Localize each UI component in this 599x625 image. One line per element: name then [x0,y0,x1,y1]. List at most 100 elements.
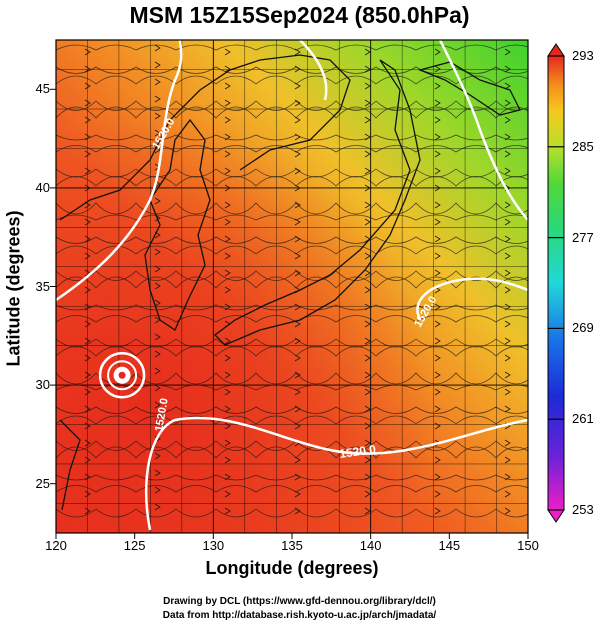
streamline-arrow [504,371,511,379]
x-tick-label: 150 [517,538,539,553]
streamline-arrow [84,422,91,430]
streamline-arrow [154,503,161,511]
y-axis-label: Latitude (degrees) [3,210,24,367]
y-tick-label: 25 [35,475,50,491]
streamline-arrow [154,418,161,426]
streamline-arrow [364,150,371,158]
streamline-arrow [364,167,371,175]
streamline-arrow [224,422,231,430]
streamline-arrow [294,303,301,311]
streamline-arrow [364,490,371,498]
streamline-arrow [84,439,91,447]
x-tick-label: 135 [281,538,303,553]
streamline-arrow [364,439,371,447]
streamline-arrow [434,490,441,498]
streamline-arrow [504,252,511,260]
streamline-arrow [434,252,441,260]
streamline-arrow [154,299,161,307]
streamline-arrow [294,133,301,141]
streamline-arrow [434,269,441,277]
colorbar-max-arrow [547,43,565,57]
y-tick-label: 45 [35,81,50,97]
axis-ticks [50,88,529,539]
streamline-arrow [224,133,231,141]
streamline-arrow [224,286,231,294]
streamline-arrow [224,490,231,498]
streamline-arrow [154,486,161,494]
streamline-arrow [434,201,441,209]
streamline-arrow [364,337,371,345]
streamline-arrow [504,150,511,158]
streamline-arrow [434,303,441,311]
streamline-arrow [84,456,91,464]
streamline-arrow [434,320,441,328]
streamline-arrow [434,82,441,90]
colorbar-min-arrow [547,509,565,523]
streamline-arrow [224,201,231,209]
streamline-arrow [224,269,231,277]
streamline-arrow [294,99,301,107]
x-tick-label: 145 [438,538,461,553]
streamline-arrow [434,99,441,107]
streamline-arrow [224,337,231,345]
streamline-arrow [154,401,161,409]
streamline-arrow [364,133,371,141]
streamline-arrow [224,116,231,124]
y-tick-label: 40 [35,179,50,195]
streamline-arrow [84,507,91,515]
streamline-arrow [154,248,161,256]
streamline-arrow [504,218,511,226]
streamline-arrow [504,116,511,124]
streamline-arrow [154,197,161,205]
streamline-arrow [294,116,301,124]
streamline-arrow [294,473,301,481]
streamline-arrow [224,303,231,311]
streamline-arrow [224,184,231,192]
x-axis-label: Longitude (degrees) [205,558,379,578]
coastline [59,54,521,511]
streamline-arrow [294,218,301,226]
streamline-arrow [84,235,91,243]
colorbar-tick-label: 269 [572,320,594,336]
streamline-arrow [224,388,231,396]
streamline-arrow [294,371,301,379]
streamline-arrow [84,99,91,107]
streamline-arrow [504,456,511,464]
streamline-arrow [84,405,91,413]
streamline-arrow [364,507,371,515]
streamline-arrow [294,65,301,73]
streamline-arrow [224,167,231,175]
streamline-arrow [84,150,91,158]
streamline-arrow [504,133,511,141]
streamline-arrow [504,405,511,413]
streamline-arrow [84,133,91,141]
colorbar [547,43,565,523]
contour-label: 1520.0 [338,442,377,461]
streamline-arrow [294,184,301,192]
streamline-arrow [224,99,231,107]
streamline-arrow [434,184,441,192]
streamline-arrow [364,371,371,379]
streamline-arrow [84,286,91,294]
streamline-arrow [154,78,161,86]
streamline-arrow [224,218,231,226]
streamline-arrow [364,184,371,192]
streamline-arrow [364,269,371,277]
streamline-arrow [434,150,441,158]
x-tick-label: 125 [123,538,146,553]
streamline-arrow [434,473,441,481]
streamline-arrow [434,218,441,226]
streamline-arrow [224,473,231,481]
streamline-arrow [84,252,91,260]
streamline-arrow [154,333,161,341]
streamline-arrow [504,235,511,243]
streamline-arrow [154,282,161,290]
streamline-arrow [504,303,511,311]
streamline-arrow [434,337,441,345]
streamline-arrow [434,388,441,396]
streamline-arrow [504,388,511,396]
streamline-arrow [294,82,301,90]
colorbar-tick-label: 261 [572,411,594,427]
wind-streamlines [56,44,528,518]
y-tick-label: 30 [35,377,50,393]
